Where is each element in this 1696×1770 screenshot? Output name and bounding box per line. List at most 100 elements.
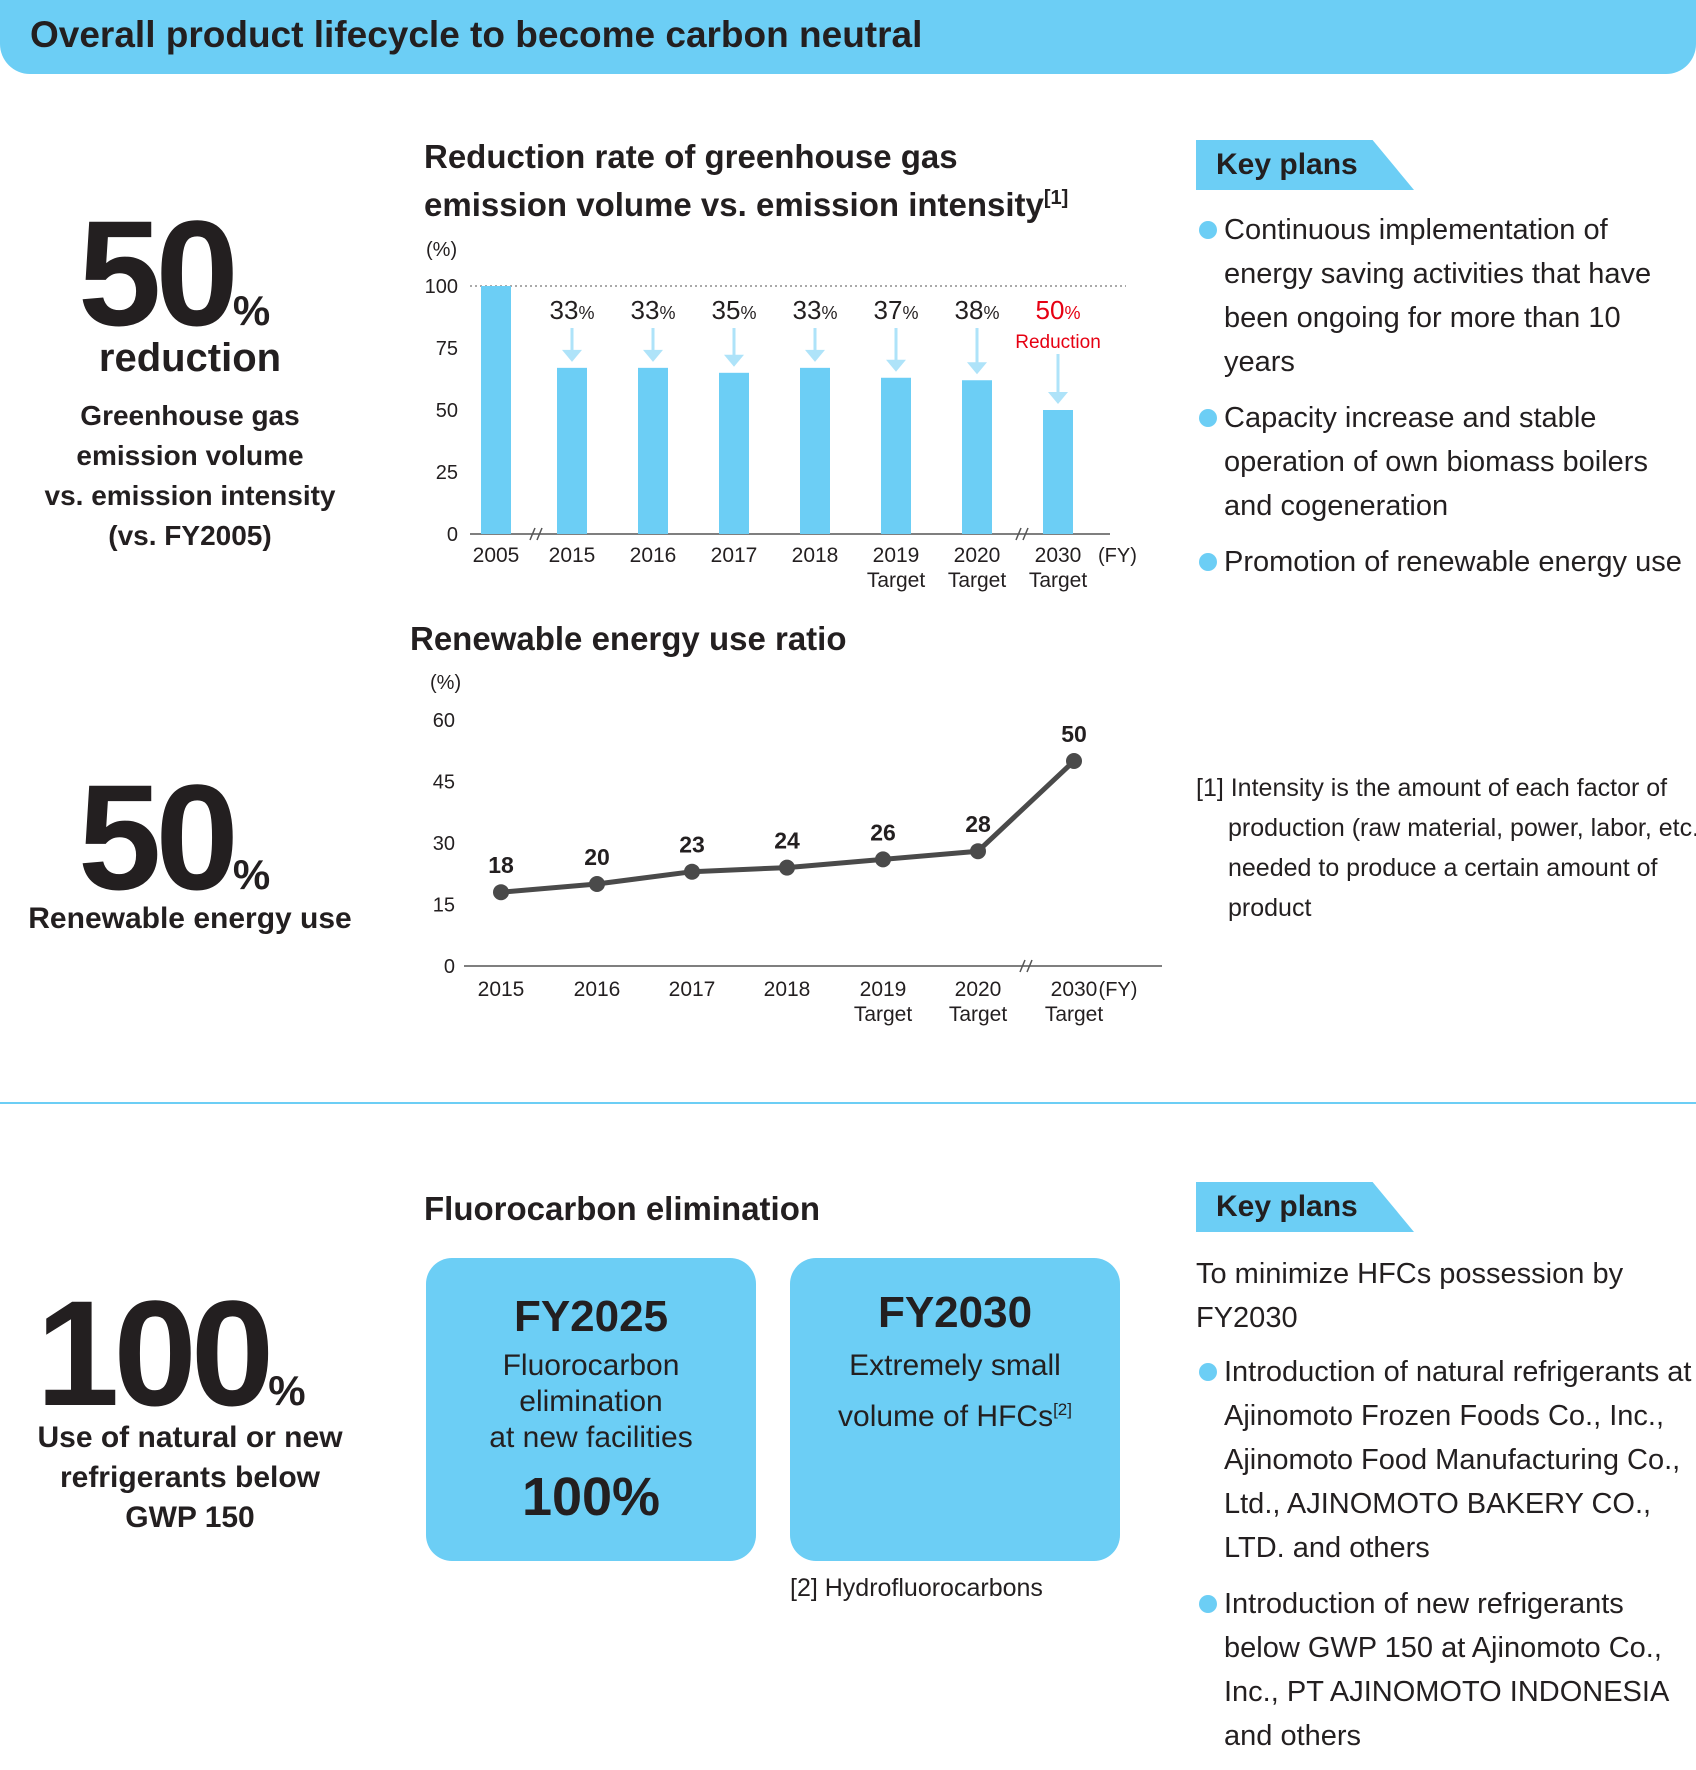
bar — [800, 367, 830, 534]
y-tick-label: 100 — [425, 276, 458, 298]
data-label: 26 — [870, 819, 896, 845]
key-plans-list-2: Introduction of natural refrigerants at … — [1196, 1350, 1696, 1770]
bar — [557, 367, 587, 534]
data-label: 23 — [679, 832, 705, 858]
x-tick-label: 2016 — [574, 978, 621, 1001]
section-title: Overall product lifecycle to become carb… — [30, 14, 923, 55]
x-tick-sublabel: Target — [867, 569, 926, 592]
card-text: Extremely small volume of HFCs[2] — [838, 1349, 1072, 1433]
data-label: 24 — [774, 828, 800, 854]
reduction-arrowhead — [886, 359, 906, 372]
axis-break-icon — [1019, 959, 1033, 973]
data-point — [1066, 753, 1082, 769]
data-label: 50 — [1061, 721, 1087, 747]
reduction-arrowhead — [967, 362, 987, 375]
footnote-intensity: [1] Intensity is the amount of each fact… — [1196, 774, 1696, 922]
list-item: Capacity increase and stable operation o… — [1196, 396, 1696, 528]
data-label: 28 — [965, 811, 991, 837]
reduction-arrowhead — [562, 349, 582, 362]
key-plans-intro: To minimize HFCs possession by FY2030 — [1196, 1258, 1624, 1334]
y-tick-label: 50 — [436, 400, 458, 422]
bar — [881, 377, 911, 534]
reduction-label: Reduction — [1015, 332, 1101, 353]
y-tick-label: 75 — [436, 338, 458, 360]
fluoro-title: Fluorocarbon elimination — [424, 1190, 821, 1227]
bar — [481, 286, 511, 534]
section-divider — [0, 1102, 1696, 1104]
x-tick-label: 2017 — [669, 978, 716, 1001]
data-label: 20 — [584, 844, 610, 870]
x-tick-label: 2017 — [711, 544, 758, 567]
key-plans-list: Continuous implementation of energy savi… — [1196, 208, 1696, 596]
key-plans-tag: Key plans — [1196, 140, 1414, 190]
axis-break-icon — [1015, 527, 1029, 541]
y-tick-label: 0 — [444, 956, 455, 978]
chart1-title: Reduction rate of greenhouse gas emissio… — [424, 138, 1069, 223]
list-item: Introduction of new refrigerants below G… — [1196, 1582, 1696, 1758]
x-tick-label: 2018 — [792, 544, 839, 567]
y-tick-label: 25 — [436, 462, 458, 484]
x-tick-label: 2018 — [764, 978, 811, 1001]
reduction-arrowhead — [805, 349, 825, 362]
data-label: 37% — [874, 295, 919, 325]
footnote-hfc: [2] Hydrofluorocarbons — [790, 1574, 1043, 1602]
data-point — [970, 843, 986, 860]
list-item: Continuous implementation of energy savi… — [1196, 208, 1696, 384]
x-axis-unit: (FY) — [1099, 979, 1138, 1001]
metric-label-renewable: Renewable energy use — [28, 902, 352, 935]
data-point — [684, 863, 700, 880]
card-year: FY2030 — [877, 1288, 1033, 1337]
metric-label-refrigerants: Use of natural or new refrigerants below… — [37, 1421, 343, 1534]
bar — [1043, 410, 1073, 534]
y-axis-unit: (%) — [426, 239, 457, 261]
x-tick-label: 2019 — [860, 978, 907, 1001]
data-label: 35% — [712, 295, 757, 325]
metric-value-renewable: 50% — [78, 753, 271, 921]
section-header: Overall product lifecycle to become carb… — [0, 0, 1696, 74]
bar — [962, 380, 992, 534]
ghg-bar-chart: (%) 0 25 50 75 100 2005 2015 33% 2016 33% 2017 35% 20… — [425, 239, 1137, 592]
x-tick-sublabel: Target — [948, 569, 1007, 592]
x-tick-label: 2019 — [873, 544, 920, 567]
y-tick-label: 30 — [433, 833, 455, 855]
reduction-arrowhead — [1048, 392, 1068, 404]
x-tick-label: 2016 — [630, 544, 677, 567]
key-plans-tag-2: Key plans — [1196, 1182, 1414, 1232]
list-item: Introduction of natural refrigerants at … — [1196, 1350, 1696, 1570]
reduction-arrowhead — [724, 354, 744, 367]
card-value: 100% — [521, 1467, 661, 1527]
data-point — [779, 859, 795, 876]
data-point — [589, 876, 605, 892]
axis-break-icon — [529, 527, 543, 541]
fy2030-card: FY2030 Extremely small volume of HFCs[2] — [790, 1258, 1120, 1561]
reduction-arrowhead — [643, 349, 663, 362]
chart2-title: Renewable energy use ratio — [410, 620, 847, 657]
metric-value-ghg: 50% — [78, 189, 271, 357]
x-tick-sublabel: Target — [1029, 569, 1088, 592]
data-point — [493, 884, 509, 901]
y-axis-unit: (%) — [430, 672, 461, 694]
renewable-line-chart: (%) 0 15 30 45 60 18 2015 20 2016 23 2017 24 2018 26 20… — [430, 672, 1162, 1026]
metric-label-ghg: reduction — [98, 336, 282, 380]
card-text: Fluorocarbon elimination at new faciliti… — [489, 1349, 693, 1454]
x-tick-label: 2020 — [954, 544, 1001, 567]
bar — [719, 372, 749, 534]
data-label: 50% — [1036, 295, 1081, 325]
x-tick-label: 2030 — [1035, 544, 1082, 567]
fy2025-card: FY2025 Fluorocarbon elimination at new f… — [426, 1258, 756, 1561]
metric-value-refrigerants: 100% — [36, 1269, 306, 1437]
data-point — [875, 851, 891, 868]
x-tick-label: 2030 — [1051, 978, 1098, 1001]
x-tick-sublabel: Target — [854, 1003, 913, 1026]
data-label: 33% — [793, 295, 838, 325]
x-tick-sublabel: Target — [1045, 1003, 1104, 1026]
x-axis-unit: (FY) — [1098, 545, 1137, 567]
data-label: 33% — [631, 295, 676, 325]
list-item: Promotion of renewable energy use — [1196, 540, 1696, 584]
y-tick-label: 60 — [433, 710, 455, 732]
y-tick-label: 15 — [433, 895, 455, 917]
data-label: 38% — [955, 295, 1000, 325]
x-tick-label: 2015 — [549, 544, 596, 567]
x-tick-label: 2020 — [955, 978, 1002, 1001]
x-tick-sublabel: Target — [949, 1003, 1008, 1026]
